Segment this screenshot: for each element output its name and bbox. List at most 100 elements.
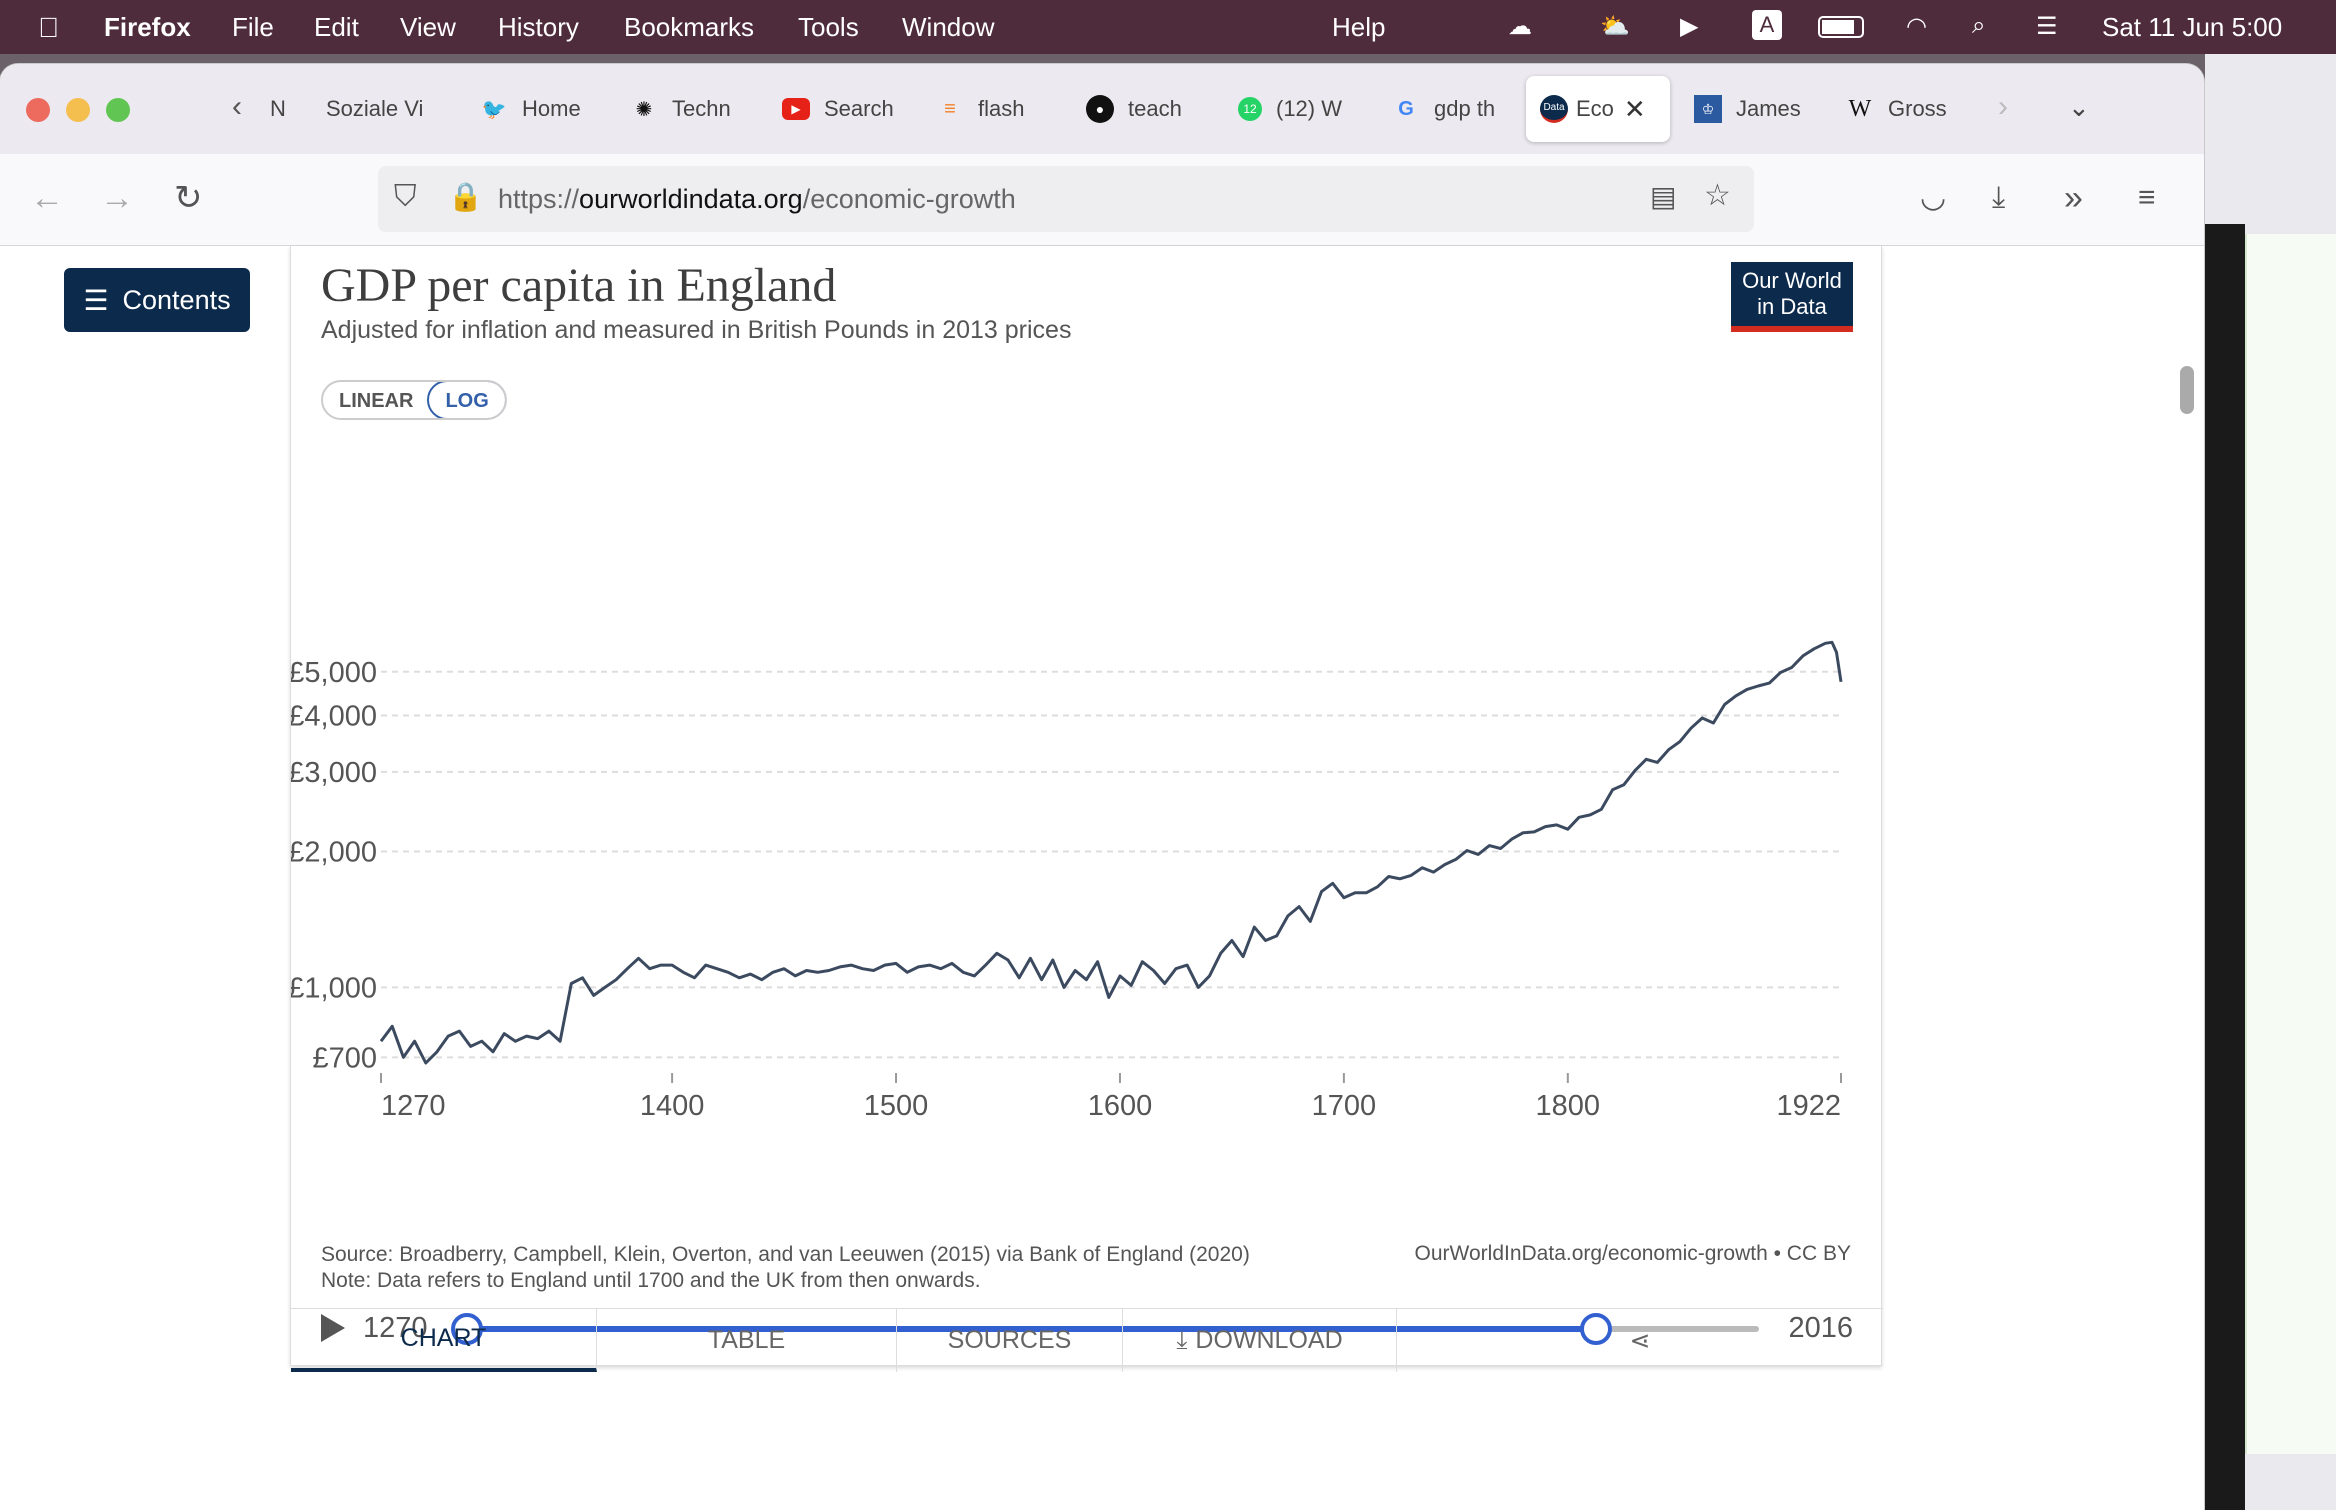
close-window-button[interactable] bbox=[26, 98, 50, 122]
timeline-start-label: 1270 bbox=[363, 1312, 428, 1344]
note-text: Note: Data refers to England until 1700 … bbox=[321, 1269, 981, 1292]
log-scale-button[interactable]: LOG bbox=[427, 382, 505, 418]
reader-view-icon[interactable]: ▤ bbox=[1650, 181, 1677, 212]
lock-icon[interactable]: 🔒 bbox=[448, 181, 483, 212]
menu-edit[interactable]: Edit bbox=[314, 12, 359, 42]
chart-tabs: CHART TABLE SOURCES ⤓ DOWNLOAD ⋖ bbox=[291, 1308, 1883, 1372]
share-icon: ⋖ bbox=[1629, 1326, 1651, 1355]
menu-app-name[interactable]: Firefox bbox=[104, 12, 191, 42]
play-circle-icon[interactable]: ▶ bbox=[1680, 13, 1699, 40]
page-content: ☰ Contents GDP per capita in England Adju… bbox=[0, 246, 2204, 1510]
menu-history[interactable]: History bbox=[498, 12, 579, 42]
menu-view[interactable]: View bbox=[400, 12, 456, 42]
tab-wikipedia[interactable]: W Gross bbox=[1846, 76, 1950, 142]
line-chart: £700£1,000£2,000£3,000£4,000£5,000 1270 1… bbox=[291, 640, 1843, 1122]
tab-chart[interactable]: CHART bbox=[291, 1309, 597, 1372]
play-icon[interactable] bbox=[321, 1314, 345, 1342]
menu-lines-icon: ☰ bbox=[83, 284, 109, 316]
url-text[interactable]: https://ourworldindata.org/economic-grow… bbox=[498, 184, 1016, 215]
navigation-toolbar: ← → ↻ ⛉ 🔒 https://ourworldindata.org/eco… bbox=[0, 154, 2204, 246]
logo-line-1: Our World bbox=[1742, 268, 1842, 293]
back-button[interactable]: ← bbox=[30, 179, 64, 217]
tabs-scroll-left-icon[interactable]: ‹ bbox=[232, 90, 242, 123]
y-tick-label: £5,000 bbox=[291, 657, 377, 689]
linear-scale-button[interactable]: LINEAR bbox=[339, 390, 414, 412]
control-center-icon[interactable]: ☰ bbox=[2036, 13, 2058, 40]
menu-file[interactable]: File bbox=[232, 12, 274, 42]
y-tick-label: £700 bbox=[312, 1042, 377, 1074]
google-icon: G bbox=[1398, 97, 1414, 120]
zoom-window-button[interactable] bbox=[106, 98, 130, 122]
url-domain: ourworldindata.org bbox=[579, 184, 803, 214]
tab-whatsapp[interactable]: 12 (12) W bbox=[1238, 76, 1350, 142]
crest-icon: ♔ bbox=[1694, 95, 1722, 123]
timeline-end-handle[interactable] bbox=[1580, 1313, 1613, 1345]
chart-subtitle: Adjusted for inflation and measured in B… bbox=[321, 316, 1072, 344]
tab-youtube[interactable]: ▶ Search bbox=[782, 76, 898, 142]
gridlines bbox=[381, 670, 1841, 1059]
url-path: /economic-growth bbox=[802, 184, 1016, 214]
bookmark-star-icon[interactable]: ☆ bbox=[1704, 179, 1731, 212]
background-panel bbox=[2245, 234, 2336, 1454]
spotlight-icon[interactable]: ⌕ bbox=[1972, 12, 1986, 39]
apple-icon[interactable]:  bbox=[38, 12, 59, 44]
overflow-menu-icon[interactable]: » bbox=[2064, 179, 2083, 217]
scale-toggle: LINEAR LOG bbox=[321, 380, 507, 420]
tab-stackoverflow[interactable]: ≡ flash bbox=[936, 76, 1046, 142]
timeline-start-handle[interactable] bbox=[451, 1313, 483, 1345]
reload-button[interactable]: ↻ bbox=[174, 179, 203, 217]
chart-card: GDP per capita in England Adjusted for i… bbox=[290, 246, 1883, 1372]
downloads-icon[interactable]: ⤓ bbox=[1992, 181, 2006, 214]
tab-label: teach bbox=[1128, 96, 1182, 121]
owid-logo[interactable]: Our World in Data bbox=[1731, 262, 1853, 332]
whatsapp-icon: 12 bbox=[1238, 97, 1262, 121]
tab-owid-active[interactable]: Data Eco ✕ bbox=[1526, 76, 1670, 142]
tab-soziale[interactable]: Soziale Vi bbox=[326, 76, 446, 142]
contents-button[interactable]: ☰ Contents bbox=[64, 268, 250, 332]
tab-download[interactable]: ⤓ DOWNLOAD bbox=[1123, 1309, 1397, 1372]
tab-openai[interactable]: ✺ Techn bbox=[630, 76, 738, 142]
tab-github[interactable]: ● teach bbox=[1086, 76, 1198, 142]
series-group bbox=[379, 640, 1843, 1065]
tab-n[interactable]: N bbox=[270, 76, 288, 142]
x-tick-label: 1500 bbox=[864, 1090, 929, 1122]
openai-icon: ✺ bbox=[635, 98, 653, 121]
minimize-window-button[interactable] bbox=[66, 98, 90, 122]
chart-credit[interactable]: OurWorldInData.org/economic-growth • CC … bbox=[1414, 1242, 1851, 1265]
battery-icon[interactable] bbox=[1818, 16, 1864, 38]
list-all-tabs-icon[interactable]: ⌄ bbox=[2068, 92, 2090, 122]
owid-icon: Data bbox=[1540, 95, 1568, 123]
tab-label: Eco bbox=[1576, 96, 1614, 121]
source-text: Source: Broadberry, Campbell, Klein, Ove… bbox=[321, 1243, 1250, 1266]
forward-button[interactable]: → bbox=[100, 179, 134, 217]
hamburger-menu-icon[interactable]: ≡ bbox=[2138, 181, 2156, 214]
tab-label: Search bbox=[824, 96, 894, 121]
shield-icon[interactable]: ⛉ bbox=[394, 180, 417, 213]
menu-tools[interactable]: Tools bbox=[798, 12, 859, 42]
cloud-icon[interactable]: ☁ bbox=[1508, 13, 1532, 40]
tab-sources[interactable]: SOURCES bbox=[897, 1309, 1123, 1372]
input-source-icon[interactable]: A bbox=[1752, 10, 1782, 40]
series-line bbox=[379, 640, 1843, 1065]
tab-table[interactable]: TABLE bbox=[597, 1309, 897, 1372]
wifi-icon[interactable]: ◠ bbox=[1906, 13, 1927, 40]
menu-bookmarks[interactable]: Bookmarks bbox=[624, 12, 755, 42]
close-tab-icon[interactable]: ✕ bbox=[1623, 93, 1646, 124]
menu-window[interactable]: Window bbox=[902, 12, 995, 42]
menubar-clock[interactable]: Sat 11 Jun 5:00 bbox=[2102, 12, 2283, 42]
vertical-scrollbar-thumb[interactable] bbox=[2180, 366, 2194, 414]
macos-menubar:  Firefox File Edit View History Bookmar… bbox=[0, 0, 2336, 54]
menu-help[interactable]: Help bbox=[1332, 12, 1386, 42]
pocket-icon[interactable]: ◡ bbox=[1920, 181, 1947, 214]
tab-james[interactable]: ♔ James bbox=[1694, 76, 1806, 142]
weather-icon[interactable]: ⛅ bbox=[1600, 13, 1630, 40]
tabs-scroll-right-icon[interactable]: › bbox=[1998, 90, 2008, 123]
share-button[interactable]: ⋖ bbox=[1397, 1309, 1883, 1372]
url-bar[interactable]: ⛉ 🔒 https://ourworldindata.org/economic-… bbox=[378, 166, 1754, 232]
tab-twitter[interactable]: 🐦 Home bbox=[480, 76, 600, 142]
timeline-track[interactable] bbox=[451, 1313, 1759, 1345]
tab-label: Home bbox=[522, 96, 581, 121]
browser-window: ‹ N Soziale Vi 🐦 Home ✺ Techn ▶ Search ≡ fla… bbox=[0, 64, 2204, 1510]
download-icon: ⤓ bbox=[1176, 1326, 1188, 1354]
